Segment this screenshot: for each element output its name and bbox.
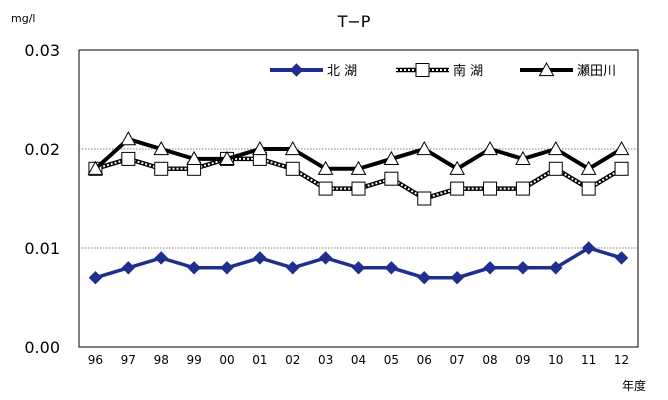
x-tick-label: 03 bbox=[318, 353, 333, 367]
data-point bbox=[417, 270, 431, 285]
data-point bbox=[515, 150, 531, 165]
series-2 bbox=[88, 151, 629, 206]
data-point bbox=[580, 160, 597, 175]
x-tick-label: 96 bbox=[88, 353, 103, 367]
data-point bbox=[220, 261, 234, 275]
data-point bbox=[416, 140, 433, 156]
x-tick-label: 00 bbox=[219, 353, 234, 367]
data-point bbox=[187, 261, 201, 275]
legend-label: 北 湖 bbox=[327, 64, 357, 79]
plot-frame bbox=[78, 49, 639, 348]
y-tick-label: 0.01 bbox=[24, 239, 60, 258]
data-point bbox=[516, 261, 530, 275]
data-point bbox=[88, 270, 103, 285]
y-tick-label: 0.02 bbox=[24, 140, 60, 159]
series-line bbox=[95, 157, 623, 200]
legend-item-3: 瀬田川 bbox=[520, 61, 616, 79]
legend-label: 南 湖 bbox=[453, 63, 483, 79]
data-point bbox=[153, 140, 170, 156]
legend-marker bbox=[289, 63, 304, 77]
data-point bbox=[318, 181, 333, 196]
data-point bbox=[350, 160, 367, 175]
data-point bbox=[285, 161, 300, 176]
data-point bbox=[186, 150, 202, 165]
series-1 bbox=[88, 241, 629, 285]
data-point bbox=[581, 181, 596, 196]
data-point bbox=[547, 140, 564, 156]
y-tick-label: 0.03 bbox=[24, 41, 60, 60]
y-tick-label: 0.00 bbox=[24, 338, 60, 357]
data-point bbox=[284, 140, 301, 156]
data-point bbox=[154, 161, 169, 176]
x-axis-ticks: 96 97 98 99 00 01 02 03 04 05 06 07 08 09 10 11 12 bbox=[88, 353, 629, 367]
data-point bbox=[253, 251, 267, 265]
data-point bbox=[87, 160, 104, 175]
y-axis-ticks: 0.00 0.01 0.02 0.03 bbox=[24, 41, 60, 357]
x-unit-label: 年度 bbox=[622, 378, 646, 393]
x-tick-label: 07 bbox=[450, 353, 465, 367]
x-tick-label: 98 bbox=[154, 353, 169, 367]
legend-label: 瀬田川 bbox=[577, 64, 616, 79]
plot-area bbox=[78, 49, 639, 348]
x-tick-label: 01 bbox=[252, 353, 267, 367]
legend-item-2: 南 湖 bbox=[396, 63, 483, 79]
legend-marker bbox=[415, 63, 430, 77]
data-point bbox=[581, 241, 596, 255]
series-layer bbox=[87, 131, 630, 285]
x-tick-label: 10 bbox=[548, 353, 563, 367]
data-point bbox=[548, 161, 563, 176]
data-point bbox=[286, 261, 300, 275]
data-point bbox=[351, 181, 366, 196]
data-point bbox=[384, 261, 399, 275]
legend-marker bbox=[538, 61, 555, 77]
data-point bbox=[613, 140, 630, 156]
chart-title: T−P bbox=[337, 12, 371, 31]
data-point bbox=[121, 151, 136, 166]
data-point bbox=[450, 181, 465, 196]
legend-item-1: 北 湖 bbox=[270, 63, 357, 79]
x-tick-label: 05 bbox=[384, 353, 399, 367]
data-point bbox=[450, 270, 464, 285]
data-point bbox=[483, 261, 497, 275]
data-point bbox=[449, 160, 465, 175]
data-point bbox=[318, 251, 333, 265]
data-point bbox=[317, 160, 334, 175]
data-point bbox=[614, 251, 629, 265]
data-point bbox=[120, 131, 137, 146]
x-tick-label: 09 bbox=[515, 353, 530, 367]
data-point bbox=[154, 251, 168, 265]
x-tick-label: 02 bbox=[285, 353, 300, 367]
series-3 bbox=[87, 131, 630, 175]
data-point bbox=[614, 161, 629, 176]
data-point bbox=[121, 261, 136, 275]
x-tick-label: 08 bbox=[482, 353, 497, 367]
x-tick-label: 97 bbox=[121, 353, 136, 367]
data-point bbox=[417, 191, 432, 206]
x-tick-label: 99 bbox=[186, 353, 201, 367]
legend: 北 湖 南 湖 瀬田川 bbox=[270, 61, 616, 79]
data-point bbox=[383, 150, 400, 165]
x-tick-label: 06 bbox=[417, 353, 432, 367]
data-point bbox=[515, 181, 530, 196]
x-tick-label: 11 bbox=[581, 353, 596, 367]
data-point bbox=[252, 140, 268, 156]
data-point bbox=[351, 261, 366, 275]
data-point bbox=[384, 171, 399, 186]
y-unit-label: mg/l bbox=[11, 12, 35, 25]
x-tick-label: 12 bbox=[614, 353, 629, 367]
data-point bbox=[219, 150, 235, 165]
data-point bbox=[483, 181, 498, 196]
data-point bbox=[482, 140, 498, 156]
x-tick-label: 04 bbox=[351, 353, 366, 367]
gridlines bbox=[79, 148, 638, 249]
data-point bbox=[549, 261, 563, 275]
